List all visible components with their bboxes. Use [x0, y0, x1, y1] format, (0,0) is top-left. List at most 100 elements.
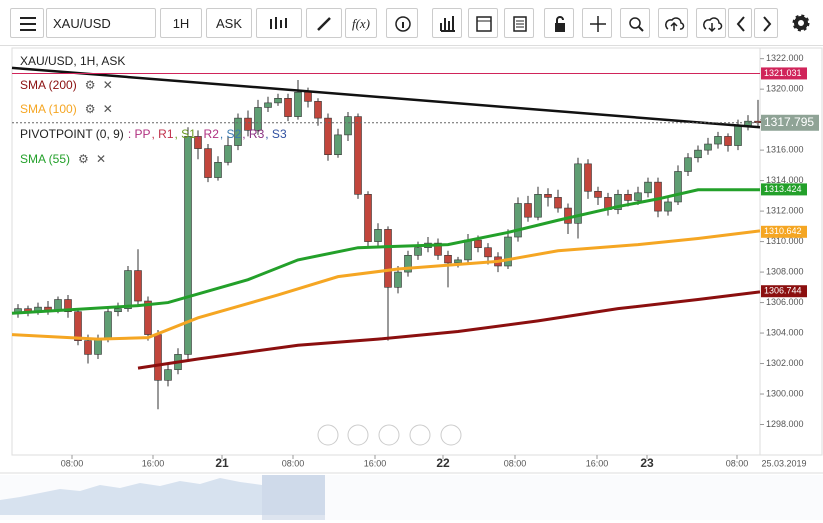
candle-body: [534, 194, 542, 218]
legend-entry: SMA (55): [20, 152, 70, 166]
y-tick-label: 1306.000: [766, 297, 804, 307]
crosshair-button[interactable]: [582, 8, 612, 38]
candle-body: [154, 334, 162, 381]
y-tick-label: 1300.000: [766, 388, 804, 398]
candle-body: [614, 194, 622, 210]
indicators-button[interactable]: f(x): [345, 8, 377, 38]
y-tick-label: 1298.000: [766, 419, 804, 429]
candle-body: [314, 101, 322, 119]
chart-type-button[interactable]: [256, 8, 302, 38]
candle-body: [524, 203, 532, 218]
candle-body: [694, 149, 702, 159]
legend-entry: PIVOTPOINT (0, 9): [20, 127, 124, 141]
candle-body: [284, 98, 292, 117]
y-tick-label: 1320.000: [766, 84, 804, 94]
y-tick-label: 1302.000: [766, 358, 804, 368]
chart: XAU/USD, 1H, ASK 1298.000 1300.000 1302.00…: [0, 47, 823, 520]
price-tag-label: 1313.424: [764, 184, 802, 194]
x-tick-label: 16:00: [364, 458, 387, 468]
candle-body: [724, 136, 732, 146]
y-tick-label: 1308.000: [766, 266, 804, 276]
candle-body: [564, 207, 572, 224]
sma-line: [11, 188, 760, 315]
candle-body: [554, 197, 562, 209]
legend-gear: ⚙: [85, 78, 96, 92]
candle-body: [574, 163, 582, 224]
candle-body: [674, 171, 682, 203]
sma-line: [11, 229, 761, 341]
candle-body: [474, 239, 482, 248]
candle-body: [84, 340, 92, 355]
legend-entry: SMA (100): [20, 102, 77, 116]
candle-body: [504, 236, 512, 267]
candle-body: [434, 242, 442, 256]
y-tick-label: 1312.000: [766, 205, 804, 215]
pivot-part: , R1: [152, 127, 174, 141]
y-tick-label: 1304.000: [766, 327, 804, 337]
price-tag: [761, 114, 819, 131]
candle-body: [304, 91, 312, 102]
interval-select[interactable]: 1H: [160, 8, 202, 38]
candle-body: [274, 98, 282, 104]
calendar-button[interactable]: [468, 8, 498, 38]
candle-body: [484, 247, 492, 258]
navigator-window[interactable]: [262, 475, 325, 520]
x-tick-label: 08:00: [504, 458, 527, 468]
candle-body: [404, 255, 412, 273]
toolbar: XAU/USD 1H ASK f(x): [0, 0, 823, 46]
candle-body: [374, 229, 382, 242]
price-tag-label: 1310.642: [764, 226, 802, 236]
prev-button[interactable]: [728, 8, 752, 38]
next-button[interactable]: [754, 8, 778, 38]
candle-body: [354, 116, 362, 195]
y-tick-label: 1322.000: [766, 53, 804, 63]
x-tick-label: 08:00: [282, 458, 305, 468]
legend-close: ✕: [103, 78, 113, 92]
candle-body: [454, 259, 462, 264]
candle-body: [654, 181, 662, 212]
candle-body: [514, 203, 522, 238]
candle-body: [294, 91, 302, 117]
x-tick-label: 08:00: [726, 458, 749, 468]
news-button[interactable]: [504, 8, 534, 38]
candle-body: [684, 157, 692, 172]
download-button[interactable]: [696, 8, 726, 38]
settings-button[interactable]: [786, 8, 816, 38]
lock-button[interactable]: [544, 8, 574, 38]
x-tick-label: 16:00: [142, 458, 165, 468]
candle-body: [734, 125, 742, 146]
candle-body: [214, 162, 222, 178]
candle-body: [64, 299, 72, 313]
side-select[interactable]: ASK: [206, 8, 252, 38]
navigator-area: [0, 475, 325, 515]
candle-body: [144, 300, 152, 335]
candle-body: [204, 148, 212, 178]
symbol-select[interactable]: XAU/USD: [46, 8, 156, 38]
x-tick-label: 16:00: [586, 458, 609, 468]
y-tick-label: 1314.000: [766, 175, 804, 185]
volume-button[interactable]: [432, 8, 462, 38]
zoom-button[interactable]: [620, 8, 650, 38]
candle-body: [634, 192, 642, 201]
candle-body: [104, 311, 112, 340]
candle-body: [164, 369, 172, 381]
candle-body: [264, 102, 272, 108]
candle-body: [94, 338, 102, 355]
candle-body: [644, 181, 652, 194]
candle-body: [714, 136, 722, 145]
upload-button[interactable]: [658, 8, 688, 38]
candle-body: [234, 117, 242, 146]
candle-body: [664, 201, 672, 212]
candle-body: [194, 136, 202, 149]
zoom-controls: [317, 424, 462, 446]
pivot-part: , R2: [197, 127, 219, 141]
candle-body: [584, 163, 592, 192]
y-tick-label: 1316.000: [766, 145, 804, 155]
candle-body: [324, 117, 332, 156]
candle-body: [344, 116, 352, 136]
info-button[interactable]: [386, 8, 418, 38]
draw-button[interactable]: [306, 8, 342, 38]
menu-button[interactable]: [10, 8, 44, 38]
candle-body: [54, 299, 62, 311]
